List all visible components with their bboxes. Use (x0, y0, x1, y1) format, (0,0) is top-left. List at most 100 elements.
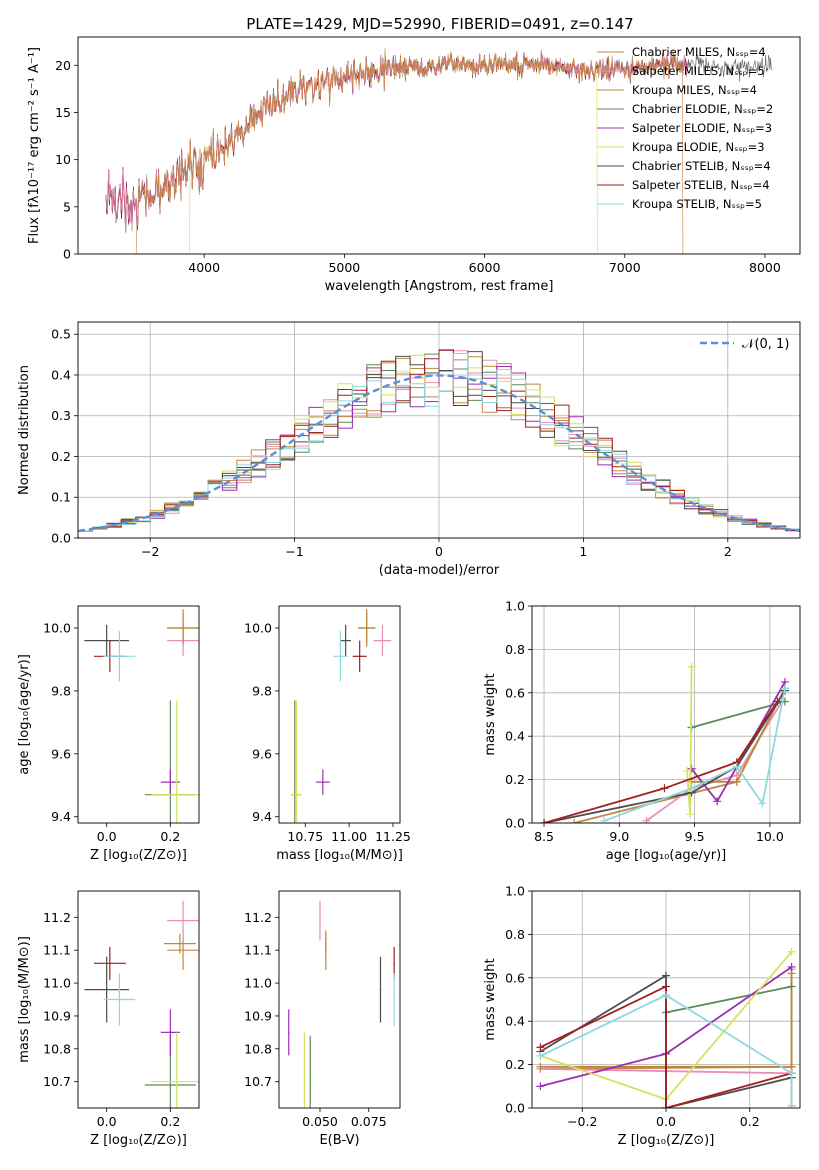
weight_vs_Z-marker (662, 991, 670, 1000)
residuals-marks (78, 349, 800, 533)
weight_vs_Z-xtick-label: −0.2 (567, 1114, 597, 1129)
age_vs_Z-marks (84, 609, 199, 823)
weight_vs_Z-ytick-label: 0.4 (505, 1014, 525, 1029)
weight_vs_Z-marker (536, 1051, 545, 1060)
weight_vs_age-ytick-label: 0.2 (505, 772, 525, 787)
age_vs_Z-xtick-label: 0.0 (97, 829, 117, 844)
weight_vs_age-marker (660, 784, 669, 793)
mass_vs_ebv-point (319, 919, 321, 922)
mass_vs_ebv-point (325, 942, 327, 945)
weight_vs_age-ytick-label: 0.0 (505, 816, 525, 831)
weight_vs_age-marker (732, 777, 741, 786)
residuals-xtick-label: 2 (724, 544, 732, 559)
weight_vs_age-marker (540, 819, 549, 823)
age_vs_mass-point (365, 627, 368, 629)
weight_vs_age-marker (732, 762, 741, 771)
residuals-ytick-label: 0.3 (51, 408, 71, 423)
mass_vs_Z-point (175, 1080, 178, 1083)
weight_vs_age-series-line (691, 700, 786, 729)
weight_vs_age-frame (531, 605, 801, 824)
spectrum-ytick-label: 5 (63, 199, 71, 214)
mass_vs_Z-point (109, 962, 111, 965)
residuals-ytick-label: 0.1 (51, 490, 71, 505)
age_vs_Z-point (105, 639, 108, 642)
weight_vs_Z-marker (787, 1069, 796, 1078)
residuals-frame (77, 321, 801, 539)
mass_vs_Z-ylabel: mass [log₁₀(M/M⊙)] (17, 936, 32, 1063)
mass_vs_Z-point (182, 919, 184, 922)
age_vs_mass-point (344, 639, 347, 642)
mass_vs_Z-point (169, 1084, 172, 1086)
weight_vs_age-marker (686, 810, 695, 819)
weight_vs_age-axes: 8.5 9.0 9.5 10.0 0.0 0.2 0.4 0.6 0.8 1.0 age [log₁… (483, 599, 801, 863)
weight_vs_Z-series-line (665, 985, 792, 1014)
weight_vs_Z-marker (787, 1101, 796, 1108)
mass_vs_Z-xtick-label: 0.2 (160, 1114, 180, 1129)
spectrum-ytick-label: 15 (55, 105, 71, 120)
spectrum-series-8 (105, 50, 689, 230)
mass_vs_Z-point (179, 942, 181, 945)
spectrum-legend-label: Salpeter MILES, Nₛₛₚ=5 (632, 64, 765, 78)
age_vs_Z-ytick-label: 9.4 (51, 809, 71, 824)
mass_vs_ebv-point (287, 1031, 290, 1034)
mass_vs_Z-frame (77, 890, 200, 1109)
mass_vs_Z-xlabel: Z [log₁₀(Z/Z⊙)] (90, 1133, 187, 1148)
residuals-xtick-label: 0 (435, 544, 443, 559)
mass_vs_Z-ytick-label: 11.2 (43, 910, 71, 925)
weight_vs_Z-ytick-label: 0.2 (505, 1057, 525, 1072)
weight_vs_age-ylabel: mass weight (483, 673, 498, 755)
weight_vs_Z-ylabel: mass weight (483, 958, 498, 1040)
weight_vs_age-marker (570, 819, 579, 823)
weight_vs_Z-frame (531, 890, 801, 1109)
mass_vs_Z-ytick-label: 11.0 (43, 976, 71, 991)
spectrum-legend-label: Salpeter STELIB, Nₛₛₚ=4 (632, 178, 770, 192)
spectrum-xlabel: wavelength [Angstrom, rest frame] (325, 279, 554, 294)
age_vs_Z-frame (77, 605, 200, 824)
weight_vs_age-xtick-label: 8.5 (534, 829, 554, 844)
weight_vs_age-marker (600, 816, 609, 823)
age_vs_mass-point (381, 639, 384, 642)
mass_vs_ebv-point (393, 962, 395, 965)
mass_vs_ebv-frame (278, 890, 401, 1109)
weight_vs_age-ytick-label: 0.6 (505, 685, 525, 700)
mass_vs_ebv-ytick-label: 10.8 (244, 1041, 272, 1056)
weight_vs_age-marker (713, 797, 722, 806)
spectrum-xtick-label: 5000 (328, 260, 360, 275)
age_vs_mass-ytick-label: 9.8 (252, 683, 272, 698)
mass_vs_ebv-point (309, 1084, 312, 1086)
spectrum-xtick-label: 6000 (469, 260, 501, 275)
residuals-ytick-label: 0.0 (51, 531, 71, 546)
spectrum-series-0 (106, 50, 688, 254)
weight_vs_Z-ytick-label: 0.0 (505, 1101, 525, 1116)
age_vs_Z-axes: 0.0 0.2 9.4 9.6 9.8 10.0 Z [log₁₀(Z/Z⊙)] age [l… (17, 605, 200, 863)
weight_vs_age-marker (683, 766, 692, 775)
age_vs_Z-ytick-label: 9.6 (51, 746, 71, 761)
weight_vs_Z-xtick-label: 0.2 (740, 1114, 760, 1129)
weight_vs_Z-marker (536, 1062, 545, 1071)
age_vs_Z-xtick-label: 0.2 (160, 829, 180, 844)
mass_vs_Z-ytick-label: 10.7 (43, 1074, 71, 1089)
age_vs_mass-point (339, 655, 342, 658)
mass_vs_ebv-xlabel: E(B-V) (319, 1133, 359, 1148)
spectrum-legend-label: Kroupa STELIB, Nₛₛₚ=5 (632, 197, 762, 211)
figure-title: PLATE=1429, MJD=52990, FIBERID=0491, z=0… (246, 15, 633, 33)
normal-legend-label: 𝒩(0, 1) (742, 337, 789, 352)
mass_vs_Z-point (169, 1031, 172, 1034)
age_vs_Z-point (182, 627, 184, 629)
weight_vs_Z-marker (787, 962, 796, 971)
weight_vs_age-marker (780, 684, 789, 693)
residuals-xlabel: (data-model)/error (379, 563, 500, 578)
weight_vs_Z-series-line (540, 994, 793, 1106)
weight_vs_age-ytick-label: 1.0 (505, 599, 525, 614)
age_vs_Z-point (118, 655, 121, 658)
spectrum-ytick-label: 20 (55, 58, 71, 73)
spectrum-legend-label: Kroupa MILES, Nₛₛₚ=4 (632, 83, 757, 97)
mass_vs_Z-point (118, 998, 121, 1001)
weight_vs_Z-ytick-label: 0.6 (505, 970, 525, 985)
residuals-hist-5 (78, 354, 800, 532)
age_vs_mass-ytick-label: 9.6 (252, 746, 272, 761)
weight_vs_Z-marker (662, 971, 670, 980)
weight_vs_age-ytick-label: 0.8 (505, 642, 525, 657)
mass_vs_ebv-point (303, 1080, 306, 1083)
age_vs_Z-point (175, 793, 178, 796)
